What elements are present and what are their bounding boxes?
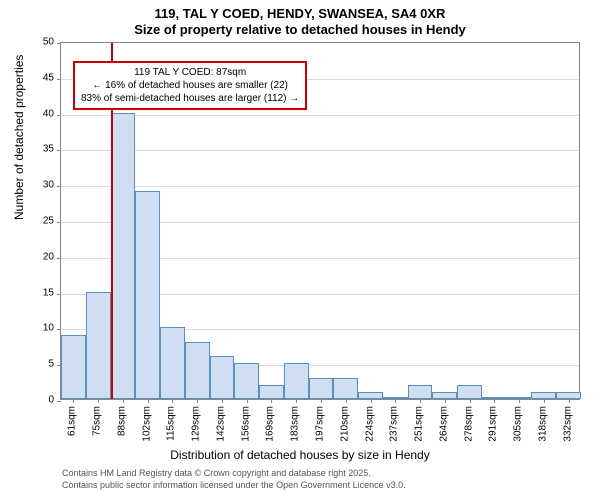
y-tick-label: 50 [43,37,54,48]
gridline [61,115,579,116]
x-tick-mark [296,399,297,403]
x-tick-mark [321,399,322,403]
y-tick-mark [57,43,61,44]
x-tick-label: 115sqm [166,406,177,441]
x-tick-label: 278sqm [463,406,474,442]
x-tick-mark [123,399,124,403]
x-tick-mark [470,399,471,403]
x-tick-label: 129sqm [191,406,202,442]
x-tick-label: 183sqm [290,406,301,442]
x-tick-mark [172,399,173,403]
y-tick-mark [57,329,61,330]
x-tick-label: 102sqm [141,406,152,442]
x-tick-mark [197,399,198,403]
x-tick-label: 318sqm [537,406,548,442]
x-tick-label: 264sqm [438,406,449,442]
y-axis-label: Number of detached properties [12,55,26,220]
y-tick-label: 35 [43,144,54,155]
annotation-line-2: ← 16% of detached houses are smaller (22… [81,79,299,92]
x-tick-label: 61sqm [67,406,78,436]
x-tick-label: 237sqm [389,406,400,442]
histogram-bar [234,363,259,399]
x-tick-mark [271,399,272,403]
y-tick-mark [57,186,61,187]
x-tick-label: 197sqm [315,406,326,442]
y-tick-mark [57,115,61,116]
x-tick-mark [569,399,570,403]
y-tick-label: 20 [43,251,54,262]
x-tick-mark [420,399,421,403]
histogram-bar [185,342,210,399]
x-tick-mark [371,399,372,403]
histogram-bar [309,378,334,399]
x-tick-label: 169sqm [265,406,276,442]
x-axis-label: Distribution of detached houses by size … [0,448,600,462]
y-tick-mark [57,222,61,223]
histogram-bar [408,385,433,399]
histogram-bar [111,113,136,399]
chart-plot-area: 119 TAL Y COED: 87sqm ← 16% of detached … [60,42,580,400]
histogram-bar [160,327,185,399]
y-tick-mark [57,258,61,259]
y-tick-mark [57,294,61,295]
histogram-bar [284,363,309,399]
x-tick-label: 332sqm [562,406,573,442]
y-tick-label: 40 [43,108,54,119]
y-tick-label: 25 [43,216,54,227]
y-tick-mark [57,401,61,402]
histogram-bar [358,392,383,399]
y-tick-mark [57,79,61,80]
y-tick-label: 30 [43,180,54,191]
chart-container: 119, TAL Y COED, HENDY, SWANSEA, SA4 0XR… [0,0,600,500]
x-tick-label: 88sqm [116,406,127,436]
y-tick-label: 5 [48,359,54,370]
gridline [61,186,579,187]
histogram-bar [61,335,86,399]
y-tick-label: 45 [43,72,54,83]
histogram-bar [259,385,284,399]
x-tick-label: 251sqm [414,406,425,442]
histogram-bar [457,385,482,399]
x-tick-mark [445,399,446,403]
footer-line-2: Contains public sector information licen… [62,480,406,490]
histogram-bar [333,378,358,399]
footer-line-1: Contains HM Land Registry data © Crown c… [62,468,371,478]
x-tick-mark [73,399,74,403]
x-tick-label: 291sqm [488,406,499,442]
x-tick-label: 224sqm [364,406,375,442]
histogram-bar [432,392,457,399]
x-tick-label: 142sqm [215,406,226,442]
x-tick-label: 305sqm [513,406,524,442]
y-tick-label: 0 [48,395,54,406]
x-tick-mark [519,399,520,403]
y-tick-mark [57,150,61,151]
chart-title-1: 119, TAL Y COED, HENDY, SWANSEA, SA4 0XR [0,6,600,21]
x-tick-mark [98,399,99,403]
x-tick-mark [222,399,223,403]
chart-title-2: Size of property relative to detached ho… [0,22,600,37]
x-tick-label: 156sqm [240,406,251,442]
histogram-bar [556,392,581,399]
histogram-bar [210,356,235,399]
histogram-bar [86,292,111,399]
gridline [61,150,579,151]
x-tick-mark [544,399,545,403]
x-tick-mark [395,399,396,403]
histogram-bar [135,191,160,399]
x-tick-mark [148,399,149,403]
histogram-bar [531,392,556,399]
x-tick-label: 75sqm [92,406,103,436]
annotation-line-1: 119 TAL Y COED: 87sqm [81,66,299,79]
annotation-callout: 119 TAL Y COED: 87sqm ← 16% of detached … [73,61,307,110]
x-tick-mark [494,399,495,403]
x-tick-mark [346,399,347,403]
x-tick-label: 210sqm [339,406,350,442]
y-tick-label: 15 [43,287,54,298]
y-tick-label: 10 [43,323,54,334]
annotation-line-3: 83% of semi-detached houses are larger (… [81,92,299,105]
x-tick-mark [247,399,248,403]
